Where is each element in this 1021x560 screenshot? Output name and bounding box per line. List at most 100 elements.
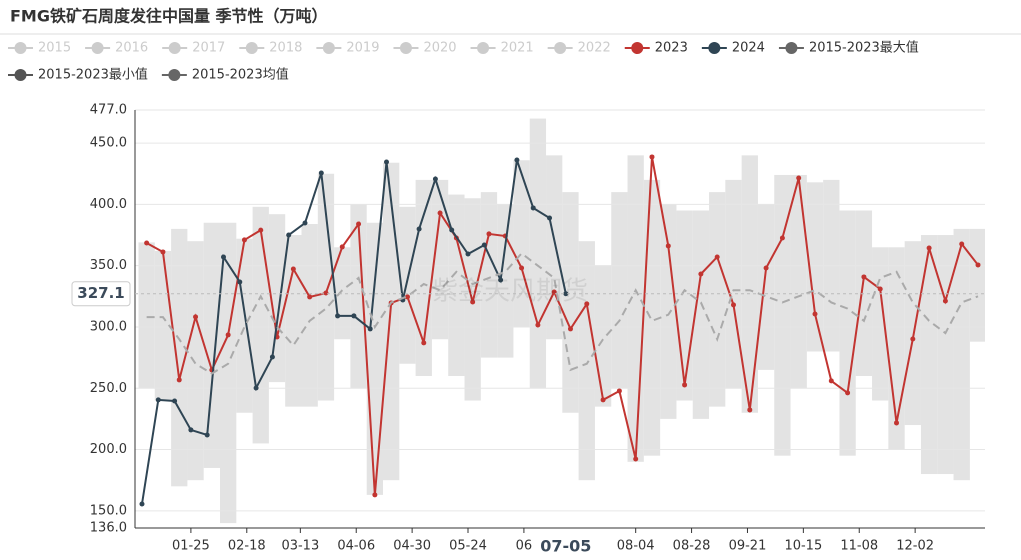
- legend-item[interactable]: 2022: [547, 41, 611, 56]
- legend-icon[interactable]: [477, 42, 490, 54]
- data-point: [535, 322, 541, 328]
- data-point: [633, 456, 639, 462]
- y-tick-label: 150.0: [90, 503, 127, 518]
- data-point: [237, 279, 243, 285]
- range-band: [317, 173, 335, 401]
- legend-icon[interactable]: [785, 42, 798, 54]
- legend-label[interactable]: 2017: [192, 41, 225, 56]
- range-band: [301, 224, 318, 407]
- data-point: [335, 313, 341, 319]
- data-point: [449, 227, 455, 233]
- legend-item[interactable]: 2018: [239, 41, 302, 56]
- range-band: [627, 155, 644, 462]
- legend-icon[interactable]: [14, 42, 27, 54]
- data-point: [367, 326, 373, 332]
- range-band: [399, 206, 416, 364]
- legend-icon[interactable]: [322, 42, 335, 54]
- legend-icon[interactable]: [554, 42, 567, 54]
- data-point: [269, 354, 275, 360]
- data-point: [682, 382, 688, 388]
- legend-label[interactable]: 2020: [423, 41, 456, 56]
- range-band: [383, 162, 400, 481]
- series-line: [146, 156, 979, 495]
- x-tick-label: 08-04: [617, 539, 655, 554]
- range-band: [676, 210, 693, 401]
- legend-label[interactable]: 2024: [732, 41, 765, 56]
- mean-line: [146, 252, 979, 375]
- legend-item[interactable]: 2016: [85, 41, 148, 56]
- legend-item[interactable]: 2020: [393, 41, 457, 56]
- legend-icon[interactable]: [399, 42, 412, 54]
- y-tick-label: 200.0: [90, 442, 127, 457]
- legend-item[interactable]: 2021: [470, 41, 534, 56]
- range-band: [203, 222, 220, 468]
- legend-label[interactable]: 2018: [269, 41, 302, 56]
- data-point: [519, 265, 525, 271]
- data-point: [665, 243, 671, 249]
- data-point: [861, 274, 867, 280]
- data-point: [714, 254, 720, 260]
- legend-icon[interactable]: [168, 69, 181, 81]
- legend-label[interactable]: 2015-2023最小值: [38, 67, 148, 83]
- legend-label[interactable]: 2015-2023最大值: [809, 40, 919, 56]
- range-band: [790, 174, 807, 389]
- legend-label[interactable]: 2015-2023均值: [192, 67, 289, 83]
- data-point: [942, 298, 948, 304]
- legend-icon[interactable]: [631, 42, 644, 54]
- legend-label[interactable]: 2019: [346, 41, 379, 56]
- data-point: [421, 340, 427, 346]
- legend-icon[interactable]: [708, 42, 721, 54]
- data-point: [351, 313, 357, 319]
- range-band: [725, 179, 742, 389]
- legend-item[interactable]: 2024: [701, 41, 765, 56]
- range-band: [236, 238, 253, 413]
- data-point: [258, 227, 264, 233]
- data-point: [241, 237, 247, 243]
- legend-label[interactable]: 2023: [655, 41, 688, 56]
- legend-label[interactable]: 2015: [38, 41, 71, 56]
- data-point: [730, 302, 736, 308]
- legend-label[interactable]: 2022: [578, 41, 611, 56]
- data-point: [486, 231, 492, 237]
- data-point: [828, 378, 834, 384]
- x-pointer-label: 07-05: [540, 537, 591, 556]
- x-tick-label: 12-02: [896, 539, 934, 554]
- range-band: [448, 194, 465, 376]
- data-point: [812, 311, 818, 317]
- data-point: [437, 210, 443, 216]
- y-tick-label: 136.0: [90, 521, 127, 536]
- y-tick-label: 450.0: [90, 136, 127, 151]
- data-point: [356, 221, 362, 227]
- legend-icon[interactable]: [91, 42, 104, 54]
- range-band: [138, 242, 155, 389]
- legend-icon[interactable]: [245, 42, 258, 54]
- data-point: [204, 432, 210, 438]
- range-band: [594, 265, 612, 407]
- legend-item[interactable]: 2015-2023最小值: [8, 67, 148, 83]
- range-band: [692, 210, 710, 419]
- legend-item[interactable]: 2015-2023最大值: [778, 40, 919, 56]
- range-band: [806, 182, 824, 352]
- data-point: [616, 388, 622, 394]
- legend-item[interactable]: 2019: [316, 41, 379, 56]
- data-point: [796, 175, 802, 181]
- y-tick-label: 477.0: [90, 103, 127, 118]
- data-point: [584, 301, 590, 307]
- data-point: [286, 232, 292, 238]
- range-band: [529, 118, 547, 389]
- x-tick-label: 06: [516, 539, 533, 554]
- legend-item[interactable]: 2023: [624, 41, 688, 56]
- legend-item[interactable]: 2015: [8, 41, 71, 56]
- legend-item[interactable]: 2015-2023均值: [161, 67, 289, 83]
- data-point: [563, 291, 569, 297]
- legend-label[interactable]: 2016: [115, 41, 148, 56]
- y-tick-label: 300.0: [90, 319, 127, 334]
- legend-icon[interactable]: [168, 42, 181, 54]
- x-tick-label: 08-28: [673, 539, 711, 554]
- legend-label[interactable]: 2021: [501, 41, 534, 56]
- legend-icon[interactable]: [14, 69, 27, 81]
- data-point: [155, 397, 161, 403]
- data-point: [894, 420, 900, 426]
- legend-item[interactable]: 2017: [162, 41, 225, 56]
- data-point: [372, 492, 378, 498]
